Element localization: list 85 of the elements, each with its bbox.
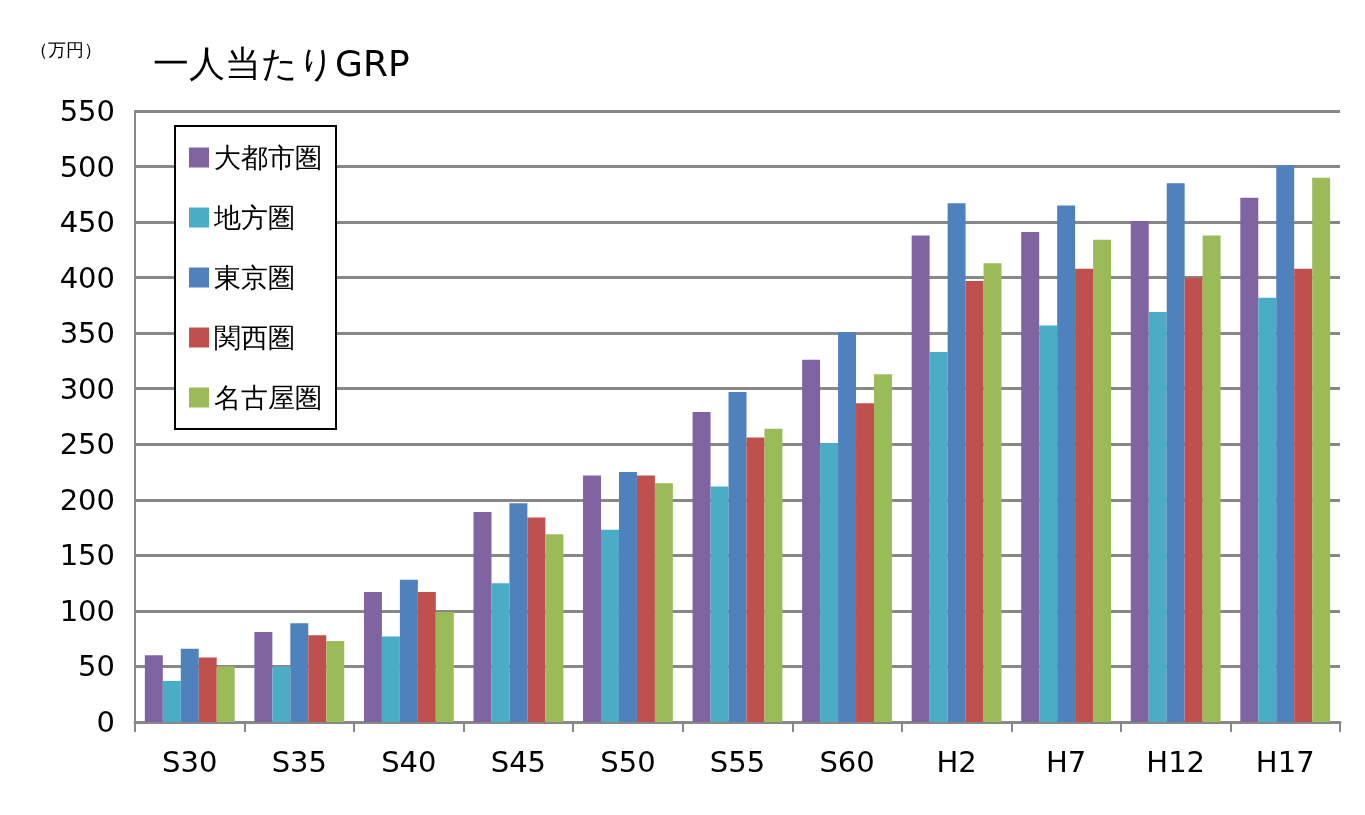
bar: [929, 352, 948, 722]
bar: [308, 635, 327, 722]
bar: [216, 666, 235, 722]
bar: [1039, 325, 1058, 722]
bar: [654, 483, 673, 722]
x-tick-label: S60: [819, 744, 875, 779]
bar: [381, 636, 400, 722]
legend-label: 関西圏: [214, 322, 295, 353]
bar: [764, 428, 783, 722]
bar: [1184, 277, 1203, 722]
bar: [1276, 165, 1295, 722]
bar: [583, 475, 602, 722]
x-tick-label: S30: [162, 744, 218, 779]
bar: [1258, 297, 1277, 722]
bar: [965, 280, 984, 722]
bar: [272, 666, 291, 722]
bar: [746, 437, 765, 722]
x-tick-label: S45: [490, 744, 547, 779]
legend-label: 地方圏: [213, 202, 295, 233]
x-tick-label: S55: [709, 744, 766, 779]
bar: [692, 412, 711, 722]
bar: [1166, 183, 1185, 722]
legend-label: 大都市圏: [214, 142, 322, 173]
y-tick-label: 550: [59, 94, 115, 128]
bar: [802, 359, 821, 722]
x-tick-label: H17: [1255, 744, 1315, 779]
x-tick-label: S50: [600, 744, 656, 779]
bar: [1312, 177, 1331, 722]
y-tick-label: 0: [96, 705, 115, 739]
bar: [820, 443, 839, 722]
bar: [1148, 312, 1167, 722]
bar: [838, 332, 857, 722]
bar: [435, 612, 454, 722]
y-axis-title: （万円）: [30, 38, 102, 60]
x-tick-label: H7: [1046, 744, 1087, 779]
bar: [1294, 268, 1313, 722]
chart-title: 一人当たりGRP: [153, 42, 410, 84]
bar: [947, 203, 966, 722]
bar: [491, 583, 510, 722]
bar: [180, 648, 199, 722]
bar: [873, 374, 892, 722]
bar: [363, 592, 382, 722]
bar: [601, 529, 619, 722]
bar: [399, 579, 418, 722]
y-tick-label: 150: [59, 538, 115, 573]
bar: [527, 517, 546, 722]
bar: [254, 632, 273, 722]
bar: [290, 623, 309, 722]
bar: [1240, 197, 1259, 722]
bar: [473, 512, 492, 722]
bar: [1057, 205, 1076, 722]
y-tick-label: 200: [59, 482, 115, 517]
bar: [545, 534, 564, 722]
bar: [1093, 239, 1112, 722]
y-tick-label: 100: [59, 593, 115, 628]
bar: [710, 486, 729, 722]
bar: [1075, 268, 1094, 722]
bar: [509, 503, 528, 722]
y-tick-label: 250: [59, 427, 115, 462]
y-tick-label: 400: [59, 260, 115, 295]
x-tick-label: S40: [381, 744, 437, 779]
y-tick-label: 450: [59, 205, 115, 240]
x-tick-label: H2: [936, 744, 977, 779]
bar: [1202, 235, 1221, 722]
bar: [417, 592, 436, 722]
x-tick-label: H12: [1146, 744, 1206, 779]
bar: [728, 392, 747, 722]
y-tick-label: 500: [59, 149, 115, 184]
y-tick-label: 50: [78, 649, 115, 684]
bar: [1130, 220, 1149, 722]
bar: [326, 640, 345, 722]
legend-label: 名古屋圏: [214, 382, 322, 413]
y-tick-label: 350: [59, 316, 115, 351]
bar: [144, 655, 163, 722]
bar: [198, 657, 217, 722]
bar: [1021, 232, 1040, 722]
legend-label: 東京圏: [214, 262, 295, 293]
x-tick-label: S35: [271, 744, 327, 779]
bar: [618, 472, 637, 722]
bar: [911, 235, 930, 722]
bar: [983, 263, 1002, 722]
y-tick-label: 300: [59, 371, 115, 406]
bar: [636, 475, 655, 722]
bar: [856, 403, 874, 722]
bar: [162, 680, 181, 722]
